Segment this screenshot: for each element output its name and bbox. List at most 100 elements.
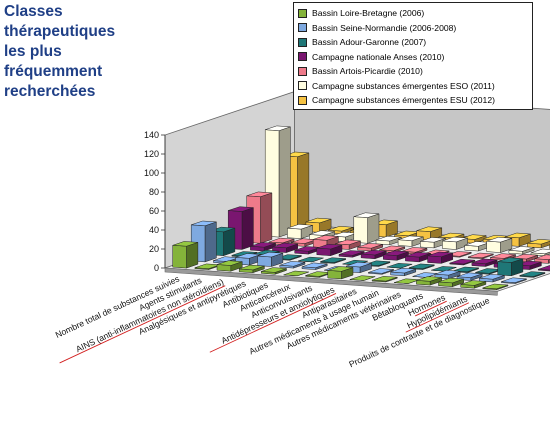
bar-top [453, 266, 479, 273]
bar-side [186, 242, 199, 269]
bar-top [379, 245, 405, 251]
bar-top [416, 226, 442, 232]
bar-top [398, 235, 424, 241]
bar-top [501, 277, 527, 283]
bar-front [486, 240, 501, 253]
bar [497, 257, 524, 277]
bar-top [235, 253, 261, 259]
bar-top [505, 232, 531, 239]
bar [386, 263, 413, 269]
bar-top [431, 266, 457, 272]
bar [316, 243, 343, 257]
bar-top [438, 277, 464, 284]
legend-item: Bassin Adour-Garonne (2007) [298, 35, 528, 50]
bar-top [301, 262, 328, 268]
bar [301, 262, 328, 270]
chart-title-line: thérapeutiques [4, 23, 116, 40]
bar-front [427, 255, 442, 264]
bar-front [316, 247, 331, 256]
bar [375, 235, 402, 246]
legend-item: Bassin Seine-Normandie (2006-2008) [298, 21, 528, 36]
bar-front [353, 216, 368, 244]
bar-front [442, 240, 457, 250]
bar-side [278, 126, 291, 238]
chart-title-line: fréquemment [4, 63, 103, 80]
legend-label: Campagne substances émergentes ESO (2011… [312, 80, 495, 91]
bar-top [283, 270, 309, 277]
bar-top [191, 220, 217, 227]
bar-top [508, 246, 535, 252]
y-tick-label: 140 [144, 130, 159, 140]
bar-top [216, 260, 243, 266]
bar-front [257, 255, 272, 267]
bar [471, 258, 498, 267]
bar-top [357, 243, 383, 249]
bar-top [409, 263, 435, 269]
x-tick-label-underline [209, 293, 337, 353]
bar [482, 283, 509, 291]
y-tick-label: 120 [144, 149, 159, 159]
chart-legend: Bassin Loire-Bretagne (2006) Bassin Sein… [293, 2, 533, 110]
bar [519, 271, 546, 278]
bar [360, 249, 387, 260]
bar-top [386, 263, 413, 269]
bar [338, 250, 365, 258]
bar-top [372, 276, 398, 282]
bar-top [228, 206, 254, 212]
bar-top [482, 283, 509, 290]
bar-top [456, 272, 483, 278]
bar [442, 236, 468, 250]
bar-top [298, 256, 324, 263]
y-tick-label: 20 [149, 244, 159, 254]
bar-top [405, 252, 431, 258]
bar-top [305, 217, 332, 224]
legend-swatch [298, 81, 307, 91]
bar [287, 224, 313, 239]
bar [527, 239, 550, 249]
bar-side [297, 152, 310, 232]
bar-top [327, 226, 354, 232]
bar-top [246, 191, 272, 197]
bar-top [530, 248, 550, 255]
bar-side [241, 207, 254, 250]
bar-side [223, 227, 236, 257]
bar-top [534, 254, 550, 260]
legend-swatch [298, 52, 307, 62]
bar-top [353, 212, 380, 218]
bar-front [287, 227, 302, 239]
bar-top [427, 251, 453, 258]
bar [416, 276, 442, 286]
bar-top [335, 239, 361, 245]
bar [283, 270, 309, 277]
bar-front [172, 245, 187, 269]
bar-top [257, 251, 283, 258]
legend-label: Campagne nationale Anses (2010) [312, 51, 445, 62]
chart-title: Classes thérapeutiques les plus fréquemm… [4, 2, 124, 102]
bar [420, 237, 446, 249]
bar-top [361, 249, 387, 256]
bar-top [449, 258, 475, 265]
bar [320, 257, 346, 264]
legend-label: Bassin Artois-Picardie (2010) [312, 66, 423, 77]
legend-item: Campagne substances émergentes ESU (2012… [298, 93, 528, 108]
bar [216, 260, 243, 272]
x-tick-label-underline [59, 285, 226, 364]
bar-top [368, 268, 394, 274]
chart-title-line: Classes [4, 3, 63, 20]
y-tick-label: 40 [149, 225, 159, 235]
bar [397, 235, 424, 247]
bar [467, 252, 494, 260]
bar-top [468, 252, 494, 259]
bar [298, 256, 324, 263]
bar-top [279, 261, 306, 267]
bar [501, 277, 527, 284]
bar-top [383, 250, 409, 256]
bar-top [309, 230, 335, 236]
legend-swatch [298, 23, 307, 33]
bar-top [265, 125, 291, 131]
bar [327, 266, 354, 280]
x-tick-label-underline [414, 300, 447, 317]
bar-top [313, 235, 339, 241]
bar-front [327, 270, 342, 280]
